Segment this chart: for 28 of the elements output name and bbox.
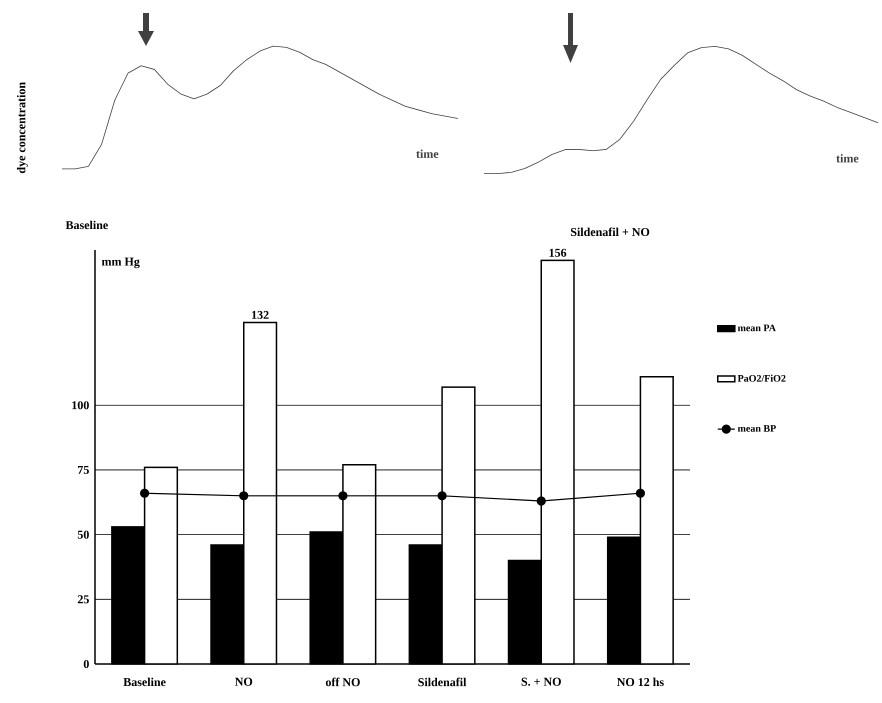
y-tick-label: 50 bbox=[78, 530, 89, 539]
data-label: 132 bbox=[252, 310, 269, 319]
point bbox=[437, 491, 447, 500]
point bbox=[239, 491, 248, 500]
text: Sildenafil + NO bbox=[570, 228, 650, 236]
x-tick-label: Baseline bbox=[123, 678, 166, 686]
x-tick-label: S. + NO bbox=[522, 678, 561, 686]
x-tick-label: NO bbox=[234, 678, 252, 686]
y-tick-label: 25 bbox=[78, 595, 89, 604]
text: Baseline bbox=[66, 220, 108, 230]
y-axis-title: dye concentration bbox=[16, 82, 28, 174]
annotation: time bbox=[416, 150, 438, 158]
x-tick-label: Sildenafil bbox=[418, 678, 466, 686]
legend-label: mean BP bbox=[738, 425, 776, 432]
annotation: time bbox=[836, 154, 858, 162]
y-tick-label: 75 bbox=[78, 466, 89, 474]
y-tick-label: 0 bbox=[84, 660, 89, 668]
x-tick-label: off NO bbox=[326, 678, 360, 686]
point bbox=[536, 496, 546, 506]
x-tick-label: NO 12 hs bbox=[616, 678, 664, 686]
point bbox=[636, 488, 646, 498]
point bbox=[140, 488, 150, 498]
data-label: 156 bbox=[550, 248, 566, 257]
y-tick-label: 100 bbox=[72, 401, 89, 410]
y-axis-title: mm Hg bbox=[102, 258, 140, 268]
point bbox=[338, 491, 348, 500]
legend-label: PaO2/FiO2 bbox=[738, 374, 786, 382]
legend-label: mean PA bbox=[738, 324, 776, 332]
